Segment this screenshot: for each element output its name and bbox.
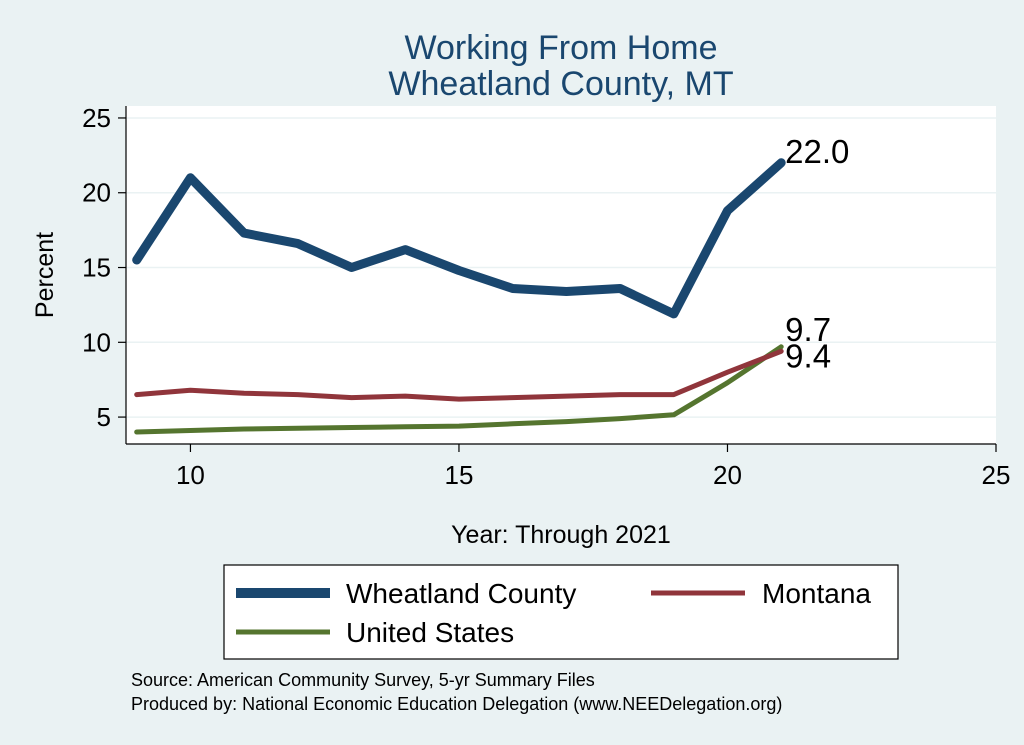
series-lines <box>132 158 786 435</box>
legend: Wheatland County Montana United States <box>223 564 899 660</box>
plot-area <box>126 106 996 444</box>
source-note: Source: American Community Survey, 5-yr … <box>131 670 595 690</box>
y-tick-label-5: 5 <box>97 402 111 432</box>
x-ticks: 10 15 20 25 <box>176 444 1010 490</box>
x-axis-title: Year: Through 2021 <box>451 521 671 549</box>
producer-note: Produced by: National Economic Education… <box>131 694 782 714</box>
y-ticks: 5 10 15 20 25 <box>82 103 126 432</box>
legend-label-montana: Montana <box>762 578 871 609</box>
end-label-wheatland: 22.0 <box>785 133 849 170</box>
x-tick-label-25: 25 <box>982 460 1011 490</box>
series-line-montana <box>134 348 784 402</box>
series-line-united-states <box>134 344 784 435</box>
end-label-united-states: 9.7 <box>785 311 831 348</box>
y-axis-title: Percent <box>31 232 59 318</box>
legend-label-united-states: United States <box>346 617 514 648</box>
series-line-wheatland <box>132 158 786 319</box>
x-tick-label-15: 15 <box>445 460 474 490</box>
end-label-montana: 9.4 <box>785 337 831 374</box>
y-tick-label-15: 15 <box>82 253 111 283</box>
gridlines <box>126 117 996 418</box>
chart-title-line-1: Working From Home <box>405 29 718 67</box>
end-labels: 22.0 9.49.7 <box>785 133 849 374</box>
y-tick-label-20: 20 <box>82 178 111 208</box>
y-tick-label-10: 10 <box>82 327 111 357</box>
x-tick-label-10: 10 <box>176 460 205 490</box>
chart-title-line-2: Wheatland County, MT <box>388 65 733 103</box>
legend-box <box>223 564 899 660</box>
legend-label-wheatland: Wheatland County <box>346 578 576 609</box>
x-tick-label-20: 20 <box>713 460 742 490</box>
y-tick-label-25: 25 <box>82 103 111 133</box>
